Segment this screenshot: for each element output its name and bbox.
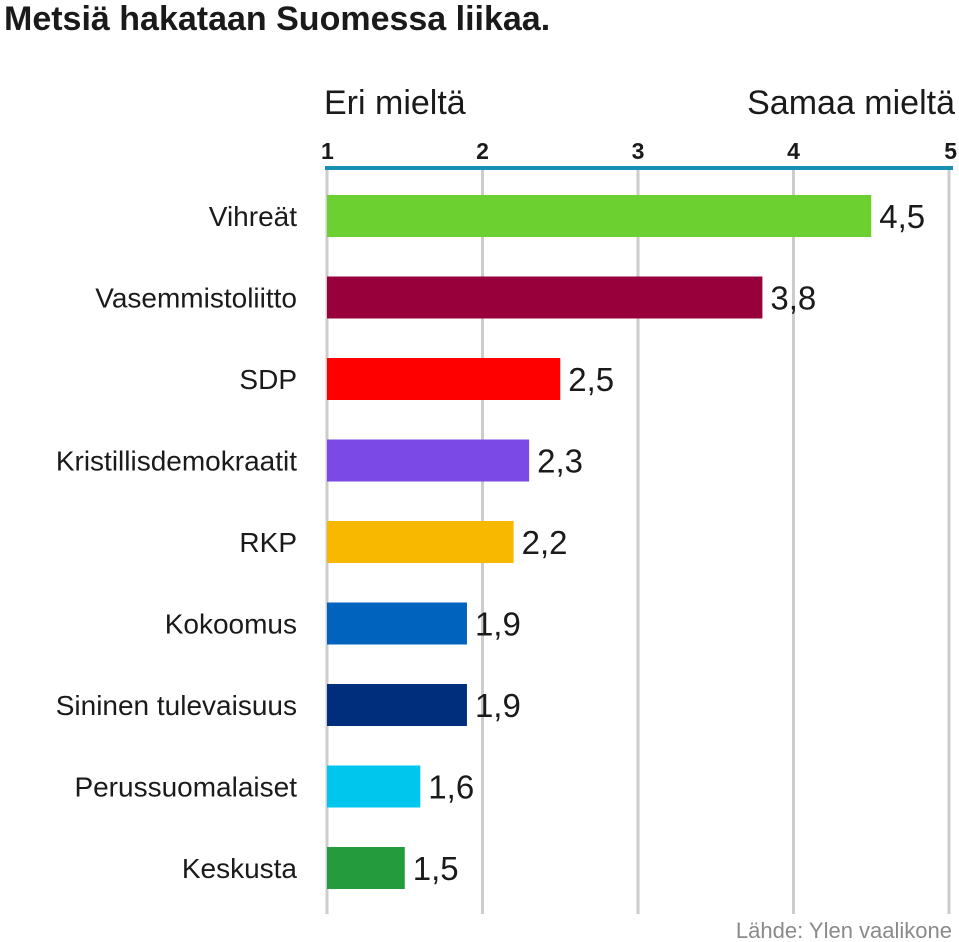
x-axis: Eri mieltä Samaa mieltä — [324, 84, 955, 170]
data-label: 1,9 — [475, 687, 521, 724]
data-label: 1,9 — [475, 606, 521, 643]
category-label: Perussuomalaiset — [74, 772, 297, 803]
category-label: Keskusta — [182, 853, 298, 884]
category-label: SDP — [239, 364, 297, 395]
data-label: 2,3 — [537, 443, 583, 480]
value-labels: 4,5 3,8 2,5 2,3 2,2 1,9 1,9 1,6 1,5 — [413, 198, 925, 887]
bar — [327, 765, 421, 808]
bars — [327, 195, 872, 889]
data-label: 3,8 — [770, 280, 816, 317]
data-label: 1,5 — [413, 850, 459, 887]
tick-label: 3 — [632, 138, 645, 164]
bar — [327, 276, 763, 319]
category-label: Kokoomus — [165, 609, 297, 640]
tick-label: 4 — [787, 138, 800, 164]
category-labels: Vihreät Vasemmistoliitto SDP Kristillisdemo… — [56, 201, 298, 884]
tick-label: 2 — [476, 138, 489, 164]
category-label: Vasemmistoliitto — [95, 283, 297, 314]
tick-label: 5 — [944, 138, 957, 164]
axis-right-label: Samaa mieltä — [747, 84, 955, 122]
bar — [327, 195, 872, 237]
tick-labels: 1 2 3 4 5 — [321, 138, 957, 164]
data-label: 2,2 — [522, 524, 568, 561]
bar — [327, 602, 467, 645]
source-label: Lähde: Ylen vaalikone — [736, 918, 952, 942]
bar — [327, 358, 561, 400]
category-label: Kristillisdemokraatit — [56, 446, 297, 477]
bar — [327, 847, 405, 889]
data-label: 2,5 — [568, 361, 614, 398]
chart-title: Metsiä hakataan Suomessa liikaa. — [4, 0, 551, 38]
category-label: Vihreät — [209, 201, 297, 232]
bar — [327, 439, 530, 482]
bar — [327, 684, 467, 726]
tick-label: 1 — [321, 138, 334, 164]
bar — [327, 521, 514, 563]
axis-left-label: Eri mieltä — [324, 84, 466, 122]
data-label: 1,6 — [428, 769, 474, 806]
category-label: Sininen tulevaisuus — [56, 690, 297, 721]
data-label: 4,5 — [879, 198, 925, 235]
category-label: RKP — [239, 527, 297, 558]
